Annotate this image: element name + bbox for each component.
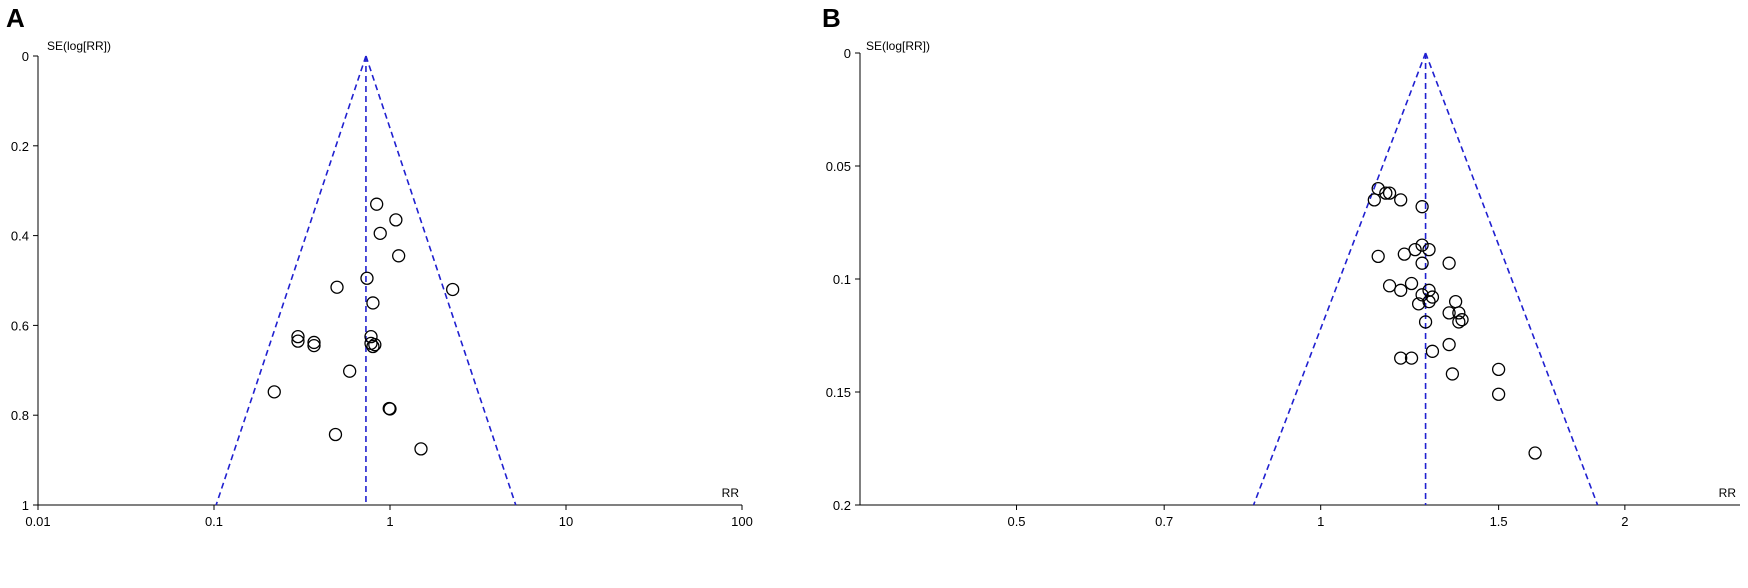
panel-a-study-point [291,329,305,344]
panel-b-study-point [1415,256,1429,270]
panel-b-study-point [1425,344,1440,358]
panel-a-study-point [307,335,321,350]
panel-b-label: B [822,3,841,33]
panel-b-study-point [1415,238,1429,252]
panel-b-y-ticks: 0 0.05 0.1 0.15 0.2 [826,46,860,513]
panel-a-study-point [392,249,406,263]
panel-b-study-point [1528,446,1542,460]
panel-b-x-tick-label: 0.5 [1007,514,1025,529]
panel-b-funnel [1252,52,1599,506]
panel-a-points [267,197,460,456]
panel-a-label: A [6,3,25,33]
panel-a-study-point [373,226,387,241]
panel-a-study-point [267,385,281,399]
panel-a-study-point [328,427,343,442]
panel-b-study-point [1452,315,1466,329]
panel-b-study-point [1404,276,1419,291]
panel-b-x-tick-label: 1 [1317,514,1324,529]
panel-a-study-point [366,296,380,310]
panel-a-x-tick-label: 10 [559,514,573,529]
panel-a-study-point [364,329,378,344]
panel-b-y-tick-label: 0.15 [826,385,851,400]
panel-a-study-point [360,271,374,285]
panel-b-x-tick-label: 2 [1621,514,1628,529]
panel-a-study-point [291,334,305,348]
panel-a-funnel-left-boundary [215,55,367,506]
panel-a-study-point [343,364,357,378]
panel-a-study-point [366,339,380,354]
panel-a-y-tick-label: 0.6 [11,318,29,333]
panel-b-study-point [1371,249,1385,264]
panel-b-study-point [1394,351,1408,365]
panel-a-x-axis-label: RR [722,486,740,500]
panel-a-study-point [414,442,428,456]
panel-a-study-point [368,338,382,352]
panel-b-study-point [1379,186,1393,200]
panel-a-x-tick-label: 1 [386,514,393,529]
panel-b-y-tick-label: 0.1 [833,272,851,287]
panel-b-study-point [1422,294,1436,309]
panel-b-study-point [1394,283,1408,297]
panel-b-study-point [1397,247,1411,261]
panel-b-study-point [1394,193,1408,207]
panel-b-study-point [1418,315,1433,329]
panel-b-x-tick-label: 0.7 [1155,514,1173,529]
panel-b-study-point [1411,297,1426,311]
panel-a-study-point [389,213,403,227]
panel-a-study-point [446,282,460,297]
panel-b-study-point [1425,290,1440,304]
panel-b-study-point [1367,193,1381,207]
panel-b-study-point [1415,288,1429,302]
panel-a-funnel [215,55,517,506]
panel-b-study-point [1415,200,1429,214]
panel-a-y-tick-label: 0.2 [11,139,29,154]
panel-b-y-tick-label: 0.2 [833,498,851,513]
panel-b-x-axis-label: RR [1719,486,1737,500]
panel-a-y-tick-label: 1 [22,498,29,513]
panel-b-study-point [1455,313,1469,327]
panel-b-study-point [1442,337,1456,352]
panel-b-funnel-left-boundary [1252,52,1427,506]
panel-b-study-point [1491,362,1506,377]
panel-b-study-point [1404,351,1419,365]
panel-a-y-axis-label: SE(log[RR]) [47,39,111,53]
panel-a: A SE(log[RR]) RR 0 0.2 0.4 0.6 0.8 1 0.01 0.1 1… [6,3,753,529]
panel-a-y-tick-label: 0.8 [11,408,29,423]
panel-b-study-point [1442,306,1456,320]
panel-b-study-point [1382,279,1397,293]
panel-b-points [1367,181,1542,460]
panel-b-y-tick-label: 0.05 [826,159,851,174]
panel-a-funnel-right-boundary [365,55,517,506]
panel-a-study-point [370,197,384,211]
panel-b-x-tick-label: 1.5 [1490,514,1508,529]
panel-a-x-ticks: 0.01 0.1 1 10 100 [25,505,753,529]
panel-a-y-tick-label: 0 [22,49,29,64]
panel-a-y-ticks: 0 0.2 0.4 0.6 0.8 1 [11,49,38,513]
panel-b-study-point [1382,186,1397,200]
panel-a-x-tick-label: 100 [731,514,753,529]
panel-b-x-ticks: 0.5 0.7 1 1.5 2 [1007,505,1628,529]
panel-b: B SE(log[RR]) RR 0 0.05 0.1 0.15 0.2 0.5 0.7 1… [822,3,1740,529]
panel-b-study-point [1491,387,1506,401]
panel-a-x-tick-label: 0.01 [25,514,50,529]
panel-a-x-tick-label: 0.1 [205,514,223,529]
panel-b-study-point [1442,256,1456,270]
panel-b-study-point [1422,242,1436,257]
panel-a-study-point [307,338,321,353]
panel-b-study-point [1422,283,1436,297]
panel-b-y-axis-label: SE(log[RR]) [866,39,930,53]
panel-a-study-point [330,280,344,294]
panel-b-y-tick-label: 0 [844,46,851,61]
panel-b-study-point [1452,306,1466,320]
panel-b-funnel-right-boundary [1424,52,1599,506]
panel-a-study-point [383,402,397,416]
panel-b-study-point [1445,367,1460,381]
panel-a-y-tick-label: 0.4 [11,229,29,244]
